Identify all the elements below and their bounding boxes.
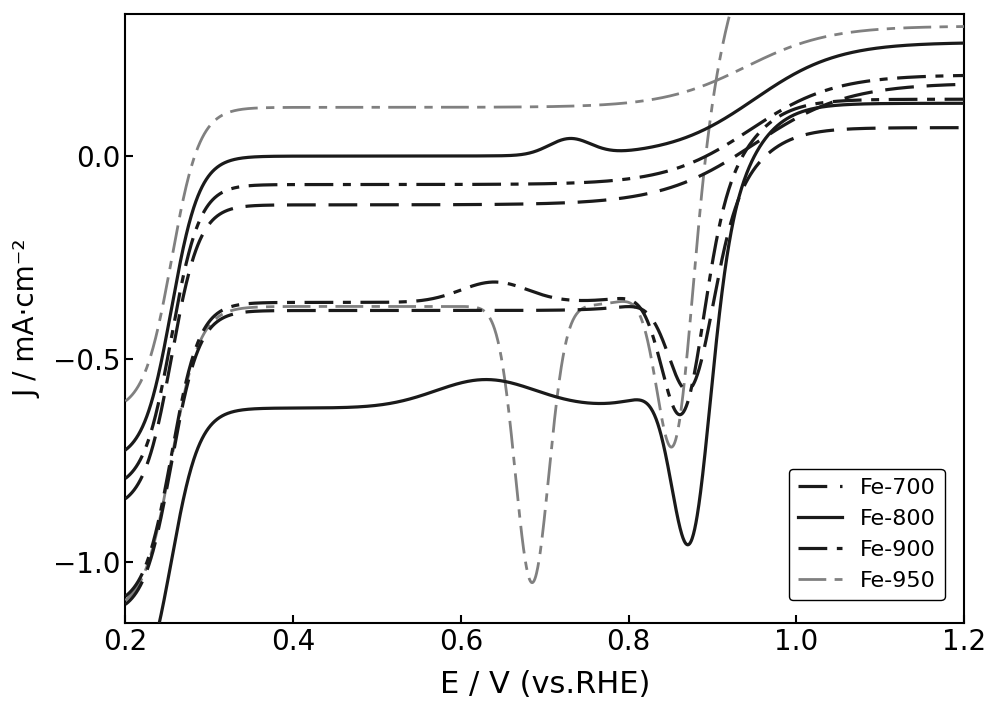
X-axis label: E / V (vs.RHE): E / V (vs.RHE)	[440, 670, 650, 699]
Legend: Fe-700, Fe-800, Fe-900, Fe-950: Fe-700, Fe-800, Fe-900, Fe-950	[789, 469, 945, 600]
Y-axis label: J / mA·cm⁻²: J / mA·cm⁻²	[14, 240, 42, 398]
